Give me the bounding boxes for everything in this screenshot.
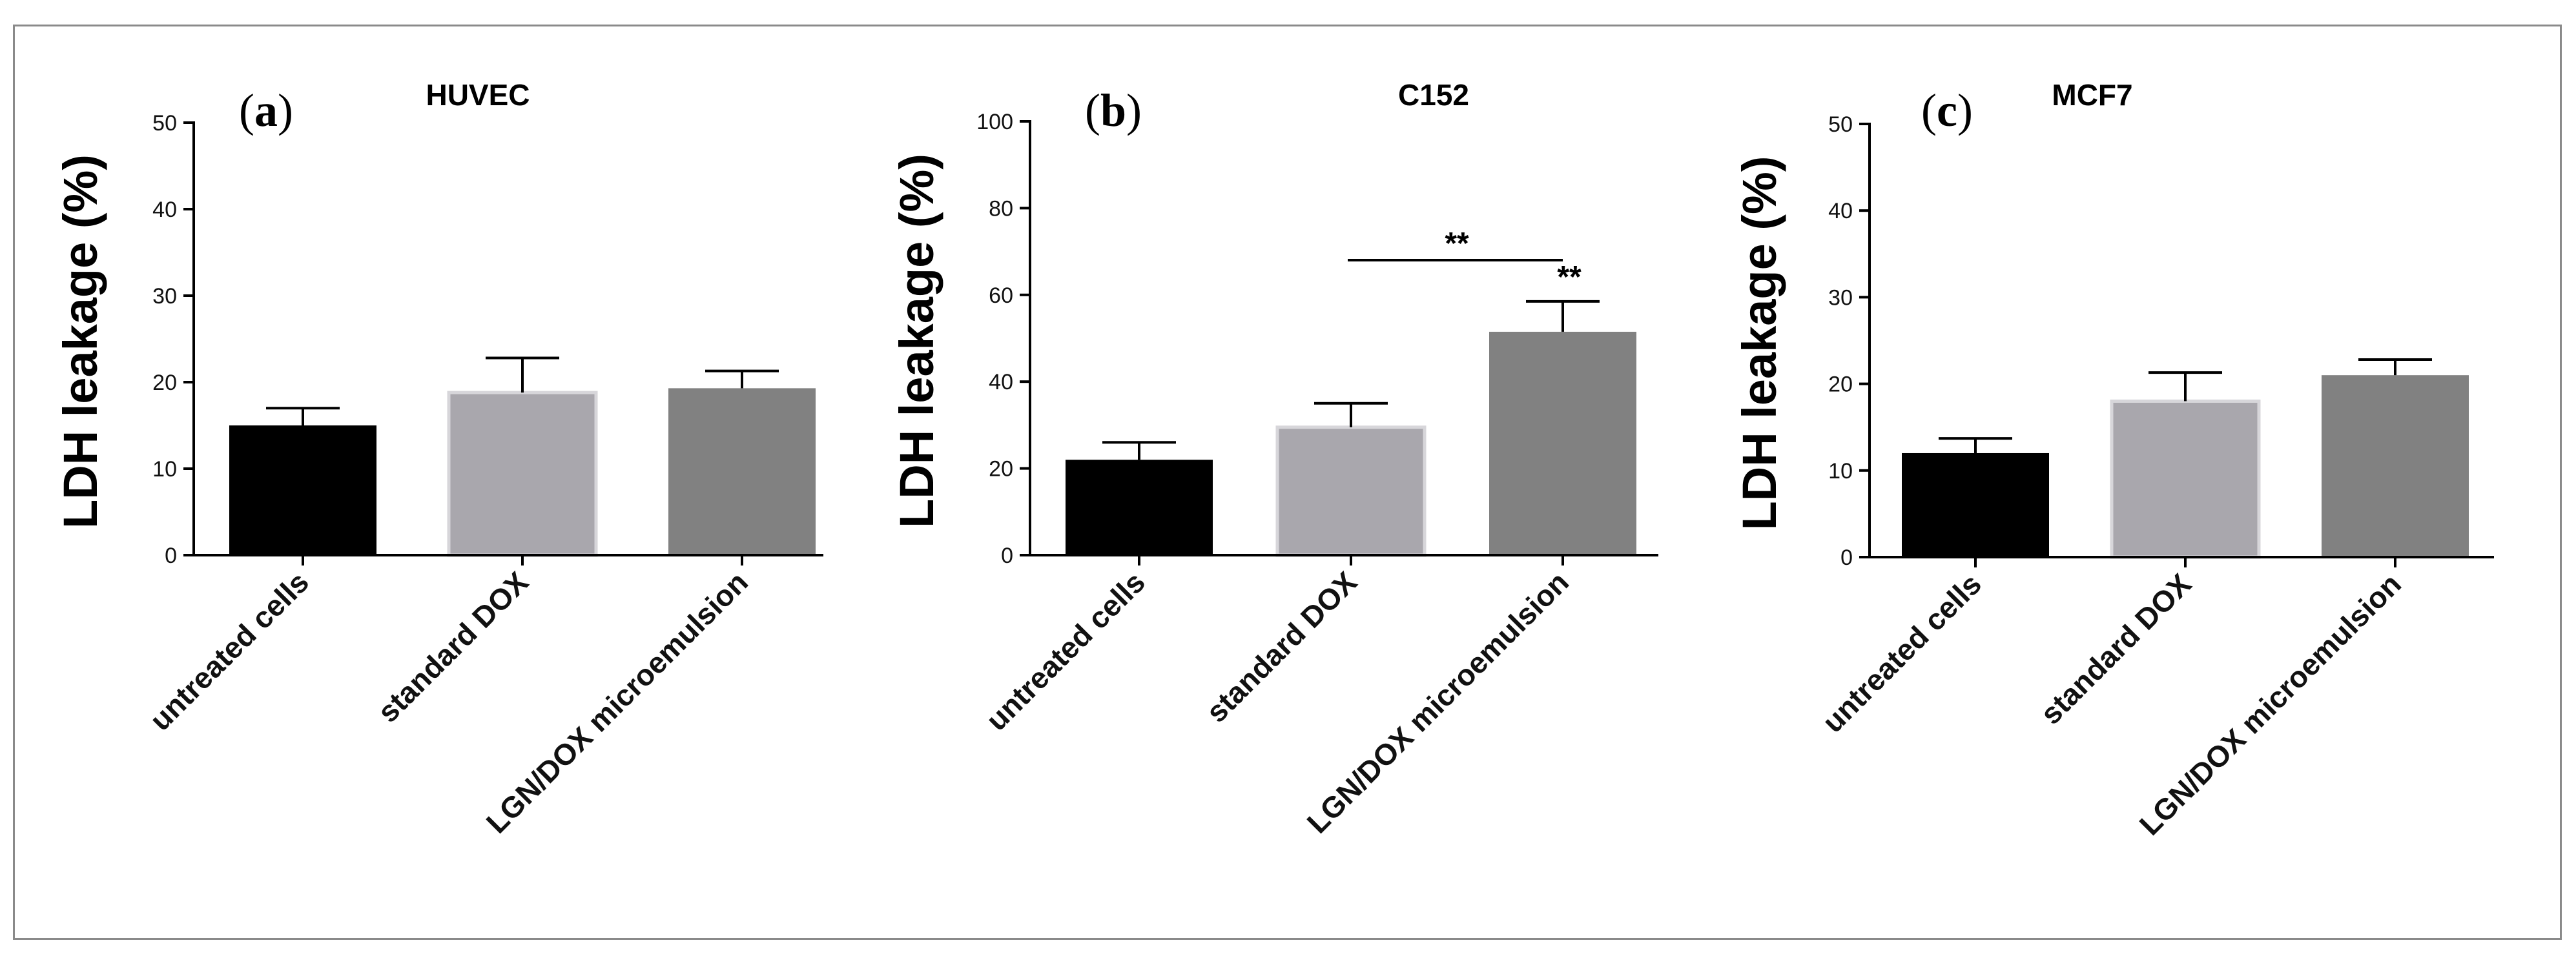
y-tick-label: 10 [152,457,177,482]
bar-1 [1066,460,1213,555]
bar-1 [1902,453,2049,557]
x-tick-label: standard DOX [1199,565,1363,729]
y-axis-label: LDH leakage (%) [890,154,943,528]
bar-2 [447,391,598,557]
significance-label: ** [1445,227,1469,261]
chart-title: HUVEC [426,78,530,112]
y-tick-label: 100 [976,110,1013,134]
y-tick-label: 20 [1828,372,1853,397]
panel-label-letter: c [1937,85,1957,136]
panel-label-close: ) [1126,85,1142,136]
bar-3 [668,388,816,555]
x-tick-label: LGN/DOX microemulsion [480,565,754,839]
x-tick-label: standard DOX [371,565,535,729]
y-tick-label: 10 [1828,459,1853,484]
y-axis-label: LDH leakage (%) [54,154,107,529]
significance-label: ** [1557,260,1582,294]
panel-label-letter: a [254,85,278,136]
chart-title: MCF7 [2052,78,2132,112]
chart-title: C152 [1398,78,1469,112]
panel-label: (b) [1085,85,1142,136]
bar-2 [2110,399,2261,559]
y-tick-label: 20 [152,371,177,395]
y-tick-label: 50 [152,111,177,136]
panel-label-close: ) [1957,85,1973,136]
chart-panel-b: 0 20 40 60 80 100 untreated cells standard DOX L… [890,78,1658,840]
y-tick-label: 0 [1840,545,1853,570]
panel-label: (a) [239,85,293,136]
bar-3 [1489,331,1636,555]
panel-label-open: ( [239,85,254,136]
x-tick-label: standard DOX [2034,567,2198,731]
bar-2 [1275,425,1427,557]
panel-label-open: ( [1085,85,1100,136]
panel-label: (c) [1921,85,1973,136]
y-tick-label: 20 [989,457,1013,482]
y-tick-label: 40 [989,370,1013,394]
y-tick-label: 30 [1828,285,1853,310]
chart-panel-a: 0 10 20 30 40 50 untreated cells standard DOXLG… [54,78,823,840]
bar-3 [2322,375,2469,557]
panel-label-open: ( [1921,85,1937,136]
y-tick-label: 60 [989,283,1013,308]
x-tick-label: untreated cells [1816,567,1988,739]
y-tick-label: 40 [1828,199,1853,223]
panel-label-close: ) [278,85,293,136]
panel-label-letter: b [1100,85,1126,136]
y-axis-label: LDH leakage (%) [1733,156,1786,531]
x-tick-label: untreated cells [143,565,315,737]
y-tick-label: 30 [152,284,177,309]
y-tick-label: 80 [989,196,1013,221]
y-tick-label: 50 [1828,112,1853,137]
x-tick-label: untreated cells [980,565,1151,737]
y-tick-label: 40 [152,198,177,222]
y-tick-label: 0 [165,544,177,568]
y-tick-label: 0 [1001,544,1013,568]
bar-1 [229,425,376,555]
